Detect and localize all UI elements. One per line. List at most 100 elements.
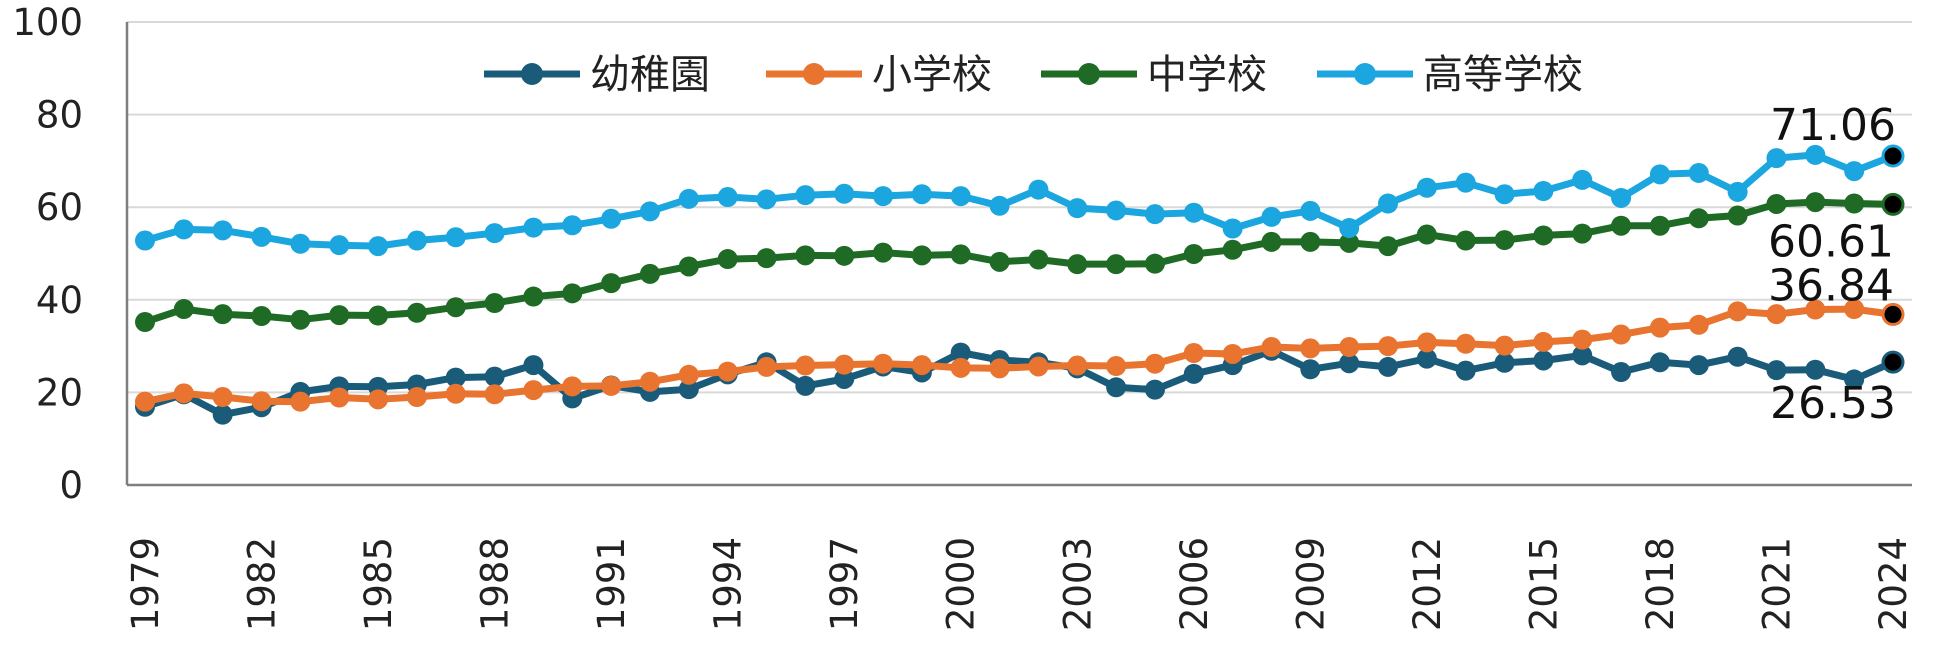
data-point: [795, 375, 816, 396]
data-point: [911, 355, 932, 376]
legend-marker: [1354, 63, 1376, 85]
data-point: [1494, 335, 1515, 356]
data-point: [1805, 299, 1826, 320]
series-2: [135, 299, 1905, 412]
data-point: [1572, 329, 1593, 350]
data-point: [1144, 204, 1165, 225]
data-point: [290, 391, 311, 412]
data-point: [523, 217, 544, 238]
legend-marker: [803, 63, 825, 85]
data-point: [135, 312, 155, 333]
x-tick-label: 2012: [1406, 537, 1449, 631]
data-point: [1261, 231, 1282, 252]
data-point: [1805, 144, 1826, 165]
legend: 幼稚園 小学校 中学校 高等学校: [484, 52, 1583, 98]
data-point: [950, 357, 971, 378]
data-point: [212, 304, 233, 325]
legend-label: 高等学校: [1423, 52, 1583, 98]
x-tick-label: 1979: [124, 537, 167, 631]
x-tick-label: 1988: [474, 537, 517, 631]
series-1: [135, 340, 1905, 425]
y-tick-label: 80: [36, 94, 83, 137]
data-point: [1144, 353, 1165, 374]
data-point: [484, 384, 505, 405]
data-point: [1727, 301, 1748, 322]
data-point: [1844, 369, 1865, 390]
data-point: [1533, 225, 1554, 246]
data-point: [1300, 338, 1321, 359]
data-point: [212, 220, 233, 241]
data-point: [1183, 202, 1204, 223]
series-line: [144, 151, 1895, 250]
data-point: [1416, 348, 1437, 369]
x-tick-label: 2021: [1755, 537, 1798, 631]
data-point: [251, 226, 272, 247]
y-tick-labels: 0 20 40 60 80 100: [12, 1, 83, 507]
data-point: [1028, 356, 1049, 377]
data-point: [678, 188, 699, 209]
data-point: [1067, 198, 1088, 219]
data-point: [290, 233, 311, 254]
data-point: [1106, 356, 1127, 377]
data-label: 26.53: [1770, 378, 1896, 429]
y-tick-label: 60: [36, 186, 83, 229]
data-point: [1416, 177, 1437, 198]
data-point: [1688, 314, 1709, 335]
x-tick-label: 1991: [590, 537, 633, 631]
data-point: [290, 309, 311, 330]
data-point: [1844, 193, 1865, 214]
data-point: [639, 201, 660, 222]
data-point: [1611, 215, 1632, 236]
data-point: [1183, 243, 1204, 264]
data-point: [329, 305, 350, 326]
legend-label: 幼稚園: [590, 52, 710, 98]
data-point: [989, 358, 1010, 379]
data-point: [251, 306, 272, 327]
data-point: [756, 248, 777, 269]
data-point: [834, 183, 855, 204]
data-point: [1572, 169, 1593, 190]
data-point: [1766, 148, 1787, 169]
data-point: [1688, 162, 1709, 183]
data-point: [1611, 324, 1632, 345]
data-point: [1455, 360, 1476, 381]
data-point: [173, 219, 194, 240]
data-point: [329, 387, 350, 408]
data-point: [1805, 192, 1826, 213]
data-point: [212, 387, 233, 408]
data-point: [873, 186, 894, 207]
data-point: [1378, 236, 1399, 257]
data-point: [678, 379, 699, 400]
data-point: [523, 355, 544, 376]
y-tick-label: 100: [12, 1, 83, 44]
data-point: [950, 244, 971, 265]
data-point: [1649, 352, 1670, 373]
x-tick-label: 2018: [1639, 537, 1682, 631]
data-label: 60.61: [1768, 216, 1894, 267]
x-tick-label: 2000: [940, 537, 983, 631]
data-point: [1766, 360, 1787, 381]
data-point: [368, 236, 389, 257]
x-tick-label: 2009: [1289, 537, 1332, 631]
data-point: [717, 249, 738, 270]
data-point: [1688, 355, 1709, 376]
data-point: [445, 227, 466, 248]
data-point: [484, 366, 505, 387]
data-point: [1339, 337, 1360, 358]
data-label: 71.06: [1770, 100, 1896, 151]
data-point: [756, 356, 777, 377]
data-point: [406, 302, 427, 323]
data-point: [1378, 336, 1399, 357]
legend-label: 小学校: [872, 52, 992, 98]
y-tick-label: 20: [36, 371, 83, 414]
legend-marker: [521, 63, 543, 85]
data-point: [1688, 208, 1709, 229]
data-point: [523, 380, 544, 401]
x-tick-label: 2024: [1872, 537, 1915, 631]
data-point: [601, 208, 622, 229]
data-point: [1611, 362, 1632, 383]
data-point: [1533, 350, 1554, 371]
series-line: [143, 198, 1894, 326]
data-point: [911, 245, 932, 266]
data-point: [756, 189, 777, 210]
